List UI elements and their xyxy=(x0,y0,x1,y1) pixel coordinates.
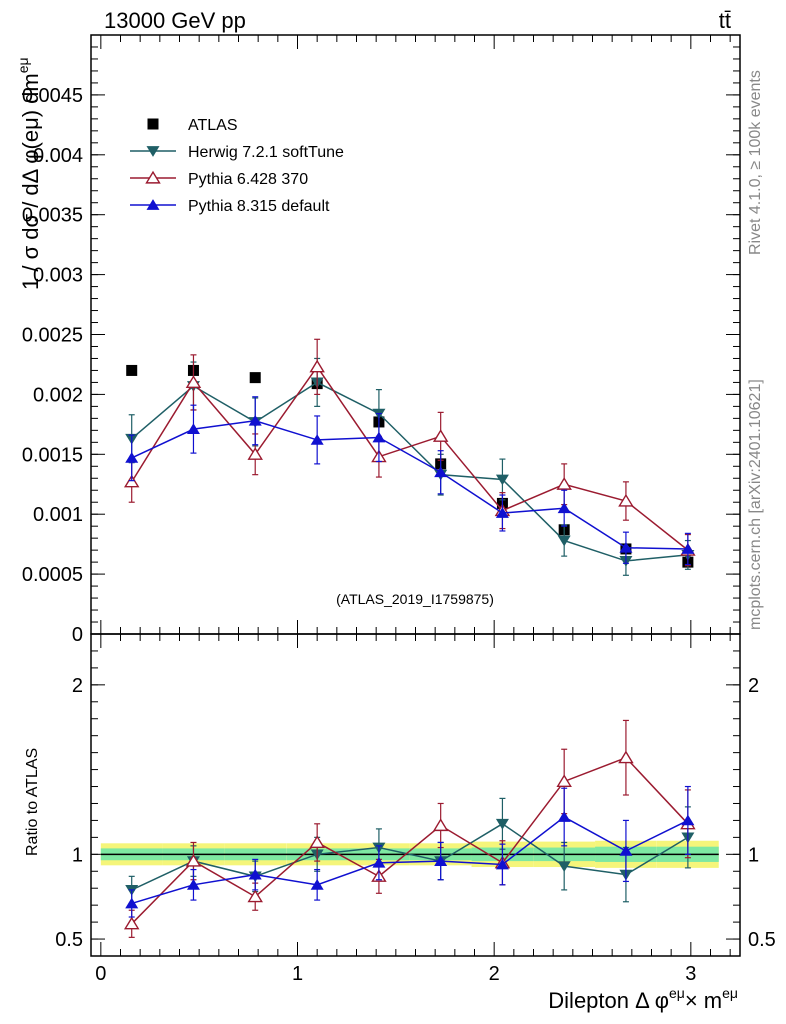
y-tick-label: 0.0005 xyxy=(22,564,83,586)
herwig-point xyxy=(557,861,571,873)
y-tick-label: 2 xyxy=(72,675,83,697)
pythia8-point xyxy=(186,878,200,890)
pythia8-point xyxy=(125,452,139,463)
pythia8-point xyxy=(125,897,139,909)
pythia8-point xyxy=(372,431,386,443)
y-tick-label: 0.001 xyxy=(33,504,83,526)
y-tick-label: 1 xyxy=(72,844,83,866)
analysis-watermark: (ATLAS_2019_I1759875) xyxy=(336,591,494,607)
x-tick-label: 0 xyxy=(95,963,106,985)
x-axis-title: Dilepton Δ φeμ× meμ xyxy=(548,985,738,1013)
legend-label-atlas: ATLAS xyxy=(188,117,238,134)
pythia6-point xyxy=(556,477,572,490)
y-tick-label: 0.5 xyxy=(55,929,83,951)
legend-marker-atlas xyxy=(147,118,159,130)
pythia8-point xyxy=(310,878,324,890)
x-tick-label: 2 xyxy=(489,963,500,985)
herwig-point xyxy=(495,474,509,486)
y-tick-label: 0.0015 xyxy=(22,444,83,466)
pythia6-point xyxy=(556,774,572,788)
pythia8-point xyxy=(434,466,448,478)
pythia8-point xyxy=(619,541,633,553)
legend: ATLAS Herwig 7.2.1 softTune Pythia 6.428 3… xyxy=(130,117,344,215)
x-axis-title-text: Dilepton Δ φ xyxy=(548,988,669,1013)
pythia8-point xyxy=(248,868,262,880)
pythia8-point xyxy=(681,543,695,554)
y-tick-label: 0.002 xyxy=(33,384,83,406)
pythia6-line xyxy=(131,365,689,551)
pythia8-point xyxy=(310,434,324,445)
pythia8-point xyxy=(434,855,448,866)
pythia6-point xyxy=(123,474,140,488)
herwig-line xyxy=(131,822,689,891)
x-axis-title-mid: × m xyxy=(685,988,722,1013)
y-tick-label-right: 0.5 xyxy=(748,929,776,951)
mcplots-label: mcplots.cern.ch [arXiv:2401.10621] xyxy=(747,379,764,630)
legend-marker-herwig xyxy=(146,146,160,157)
y-tick-label-right: 2 xyxy=(748,675,759,697)
herwig-point xyxy=(557,535,571,547)
pythia8-point xyxy=(248,414,262,426)
ratio-plot-area: 0.5 0.5 1 1 2 2 0 1 2 3 xyxy=(55,633,776,985)
header-energy-label: 13000 GeV pp xyxy=(104,8,246,33)
pythia6-point xyxy=(185,853,202,867)
y-tick-label: 0.004 xyxy=(33,145,83,167)
atlas-point xyxy=(126,364,138,376)
legend-label-pythia8: Pythia 8.315 default xyxy=(188,198,330,215)
main-plot-area: 0 0.0005 0.001 0.0015 0.002 0.0025 0.003 0.0035… xyxy=(22,34,741,646)
herwig-point xyxy=(495,818,509,830)
y-tick-label: 0 xyxy=(72,624,83,646)
ratio-frame xyxy=(90,633,741,957)
atlas-point xyxy=(249,372,261,384)
pythia6-point xyxy=(432,818,449,832)
y-tick-label: 0.0045 xyxy=(22,85,83,107)
pythia8-point xyxy=(681,814,695,826)
pythia6-line xyxy=(131,756,689,925)
legend-label-pythia6: Pythia 6.428 370 xyxy=(188,171,308,188)
y-tick-label-right: 1 xyxy=(748,844,759,866)
pythia6-point xyxy=(123,916,140,930)
pythia8-point xyxy=(557,502,571,514)
main-y-axis-title: 1 / σ dσ / dΔ φ(eμ) dmeμ xyxy=(15,57,43,290)
pythia8-line xyxy=(131,816,689,905)
main-y-axis-title-text: 1 / σ dσ / dΔ φ(eμ) dm xyxy=(18,73,43,290)
y-tick-label: 0.0035 xyxy=(22,205,83,227)
main-y-axis-title-sup: eμ xyxy=(15,57,31,73)
header-process-label: tt̄ xyxy=(719,8,731,33)
pythia8-point xyxy=(495,507,509,518)
legend-label-herwig: Herwig 7.2.1 softTune xyxy=(188,144,344,161)
pythia8-point xyxy=(619,845,633,856)
pythia8-line xyxy=(131,419,688,550)
pythia6-point xyxy=(309,359,325,373)
pythia8-point xyxy=(186,423,200,435)
herwig-line xyxy=(131,381,688,562)
ratio-y-axis-title: Ratio to ATLAS xyxy=(24,748,41,856)
x-tick-label: 1 xyxy=(292,963,303,985)
x-axis-title-sup1: eμ xyxy=(669,985,685,1001)
y-tick-label: 0.0025 xyxy=(22,325,83,347)
pythia8-point xyxy=(372,856,386,868)
pythia6-point xyxy=(618,750,634,764)
x-axis-title-sup2: eμ xyxy=(722,985,738,1001)
pythia6-point xyxy=(185,375,202,388)
x-tick-label: 3 xyxy=(685,963,696,985)
pythia6-point xyxy=(432,429,449,442)
legend-marker-pythia6 xyxy=(145,170,161,184)
rivet-version-label: Rivet 4.1.0, ≥ 100k events xyxy=(747,70,764,255)
legend-marker-pythia8 xyxy=(146,199,160,210)
pythia6-point xyxy=(618,493,634,507)
y-tick-label: 0.003 xyxy=(33,265,83,287)
pythia6-point xyxy=(247,447,263,460)
pythia8-point xyxy=(557,811,571,822)
pythia6-point xyxy=(247,889,263,903)
pythia8-point xyxy=(495,858,509,870)
pythia6-point xyxy=(309,835,325,849)
